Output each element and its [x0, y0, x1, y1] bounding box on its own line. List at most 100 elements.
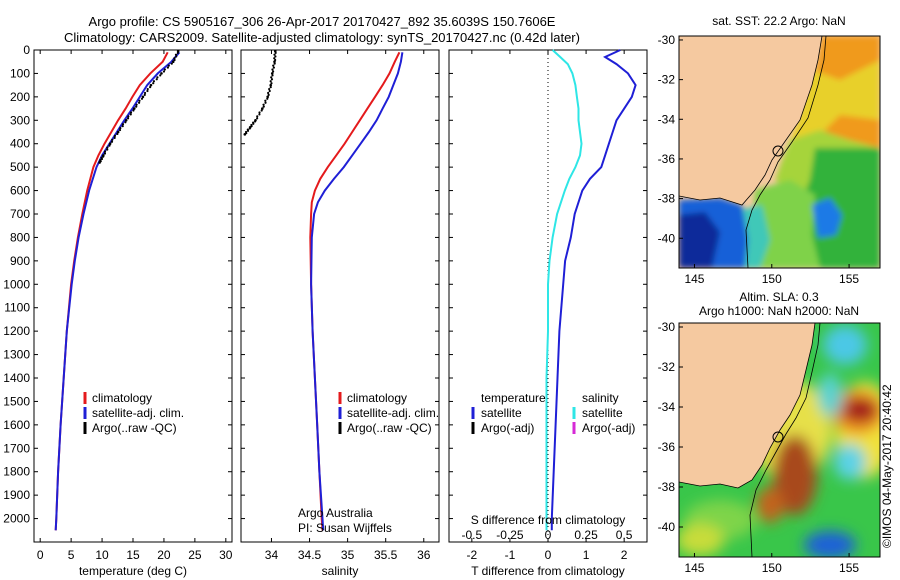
argo-point: [269, 80, 272, 83]
x-tick-label: 0: [545, 548, 552, 562]
sla-eddy-cyan-3: [834, 444, 866, 480]
s-tick-label: 0.5: [616, 528, 633, 542]
argo-point: [273, 60, 276, 64]
argo-point: [152, 82, 155, 85]
map-y-tick-label: -36: [658, 440, 676, 454]
argo-point: [126, 117, 130, 120]
argo-point: [254, 120, 257, 123]
y-tick-label: 2000: [3, 512, 30, 526]
x-tick-label: 35.5: [374, 548, 398, 562]
y-tick-label: 700: [10, 207, 30, 221]
sst-ocean-blue-cell: [812, 198, 842, 238]
sla-eddy-yellowgreen: [679, 524, 724, 556]
sla-map-frame: [678, 322, 881, 558]
legend-label-satellite: satellite-adj. clim.: [92, 406, 184, 420]
argo-point: [167, 64, 170, 67]
map-y-tick-label: -40: [658, 231, 676, 245]
argo-point: [166, 66, 169, 69]
argo-point: [267, 93, 270, 97]
argo-point: [135, 105, 138, 108]
legend-label-argo: Argo(..raw -QC): [92, 421, 177, 435]
y-tick-label: 900: [10, 254, 30, 268]
map-y-tick-label: -30: [658, 320, 676, 334]
argo-point: [116, 132, 119, 136]
sla-map-axes: 145 150 155 -30 -32 -34 -36 -38 -40: [658, 320, 860, 575]
argo-point: [258, 113, 261, 116]
argo-point: [143, 93, 146, 97]
y-tick-label: 1500: [3, 394, 30, 408]
sla-land-mainland: [679, 323, 815, 488]
map-y-tick-label: -34: [658, 112, 676, 126]
argo-point: [262, 103, 265, 106]
x-tick-label: -2: [467, 548, 478, 562]
argo-point: [137, 101, 141, 104]
difference-x-axis-label-T: T difference from climatology: [471, 564, 625, 578]
map-y-tick-label: -38: [658, 192, 676, 206]
argo-point: [156, 76, 159, 79]
sst-map-title: sat. SST: 22.2 Argo: NaN: [712, 14, 845, 28]
argo-point: [270, 76, 273, 79]
argo-point: [264, 101, 267, 104]
sst-coastline: [679, 36, 823, 206]
argo-point: [132, 107, 136, 110]
map-x-tick-label: 150: [762, 272, 782, 286]
argo-point: [102, 155, 105, 158]
sla-bathymetry-contour: [749, 323, 821, 557]
argo-point: [113, 134, 117, 138]
argo-point: [121, 125, 124, 128]
argo-point: [121, 123, 125, 126]
argo-point: [106, 148, 109, 151]
argo-point: [268, 87, 271, 91]
argo-point: [272, 70, 275, 73]
map-x-tick-label: 145: [684, 561, 704, 575]
legend-label-s-argo: Argo(-adj): [582, 421, 635, 435]
sla-eddy-brown-2: [756, 487, 784, 523]
x-tick-label: 15: [126, 548, 140, 562]
argo-point: [116, 130, 120, 134]
map-y-tick-label: -36: [658, 152, 676, 166]
argo-point: [163, 68, 166, 71]
x-tick-label: 34: [265, 548, 279, 562]
argo-point: [270, 72, 274, 75]
x-tick-label: 2: [621, 548, 628, 562]
y-tick-label: 1300: [3, 348, 30, 362]
sla-eddy-blue: [804, 531, 856, 557]
sst-bathymetry-contour: [745, 36, 827, 268]
temperature-x-axis-label: temperature (deg C): [79, 564, 187, 578]
x-tick-label: 34.5: [298, 548, 322, 562]
salinity-annotation-line2: PI: Susan Wijffels: [298, 521, 392, 535]
argo-point: [100, 157, 104, 161]
imos-timestamp: ©IMOS 04-May-2017 20:40:42: [880, 384, 894, 548]
y-tick-label: 1100: [4, 301, 30, 315]
y-tick-label: 400: [10, 137, 30, 151]
argo-point: [108, 142, 112, 146]
series-line-climatology: [309, 51, 401, 531]
y-tick-label: 100: [10, 66, 30, 80]
legend-label-argo: Argo(..raw -QC): [347, 421, 432, 435]
y-tick-label: 800: [10, 230, 30, 244]
x-tick-label: -1: [505, 548, 516, 562]
salinity-legend: climatology satellite-adj. clim. Argo(..…: [338, 391, 439, 435]
legend-label-climatology: climatology: [347, 391, 407, 405]
argo-point: [176, 51, 179, 55]
argo-point: [146, 89, 149, 93]
s-tick-label: -0.5: [462, 528, 483, 542]
y-tick-label: 600: [10, 184, 30, 198]
y-tick-label: 200: [10, 90, 30, 104]
y-tick-label: 0: [23, 43, 30, 57]
y-tick-label: 1000: [3, 277, 30, 291]
argo-point: [160, 72, 163, 75]
x-tick-label: 5: [68, 548, 75, 562]
s-tick-label: 0.25: [574, 528, 598, 542]
argo-point: [103, 150, 107, 153]
argo-point: [248, 127, 251, 130]
map-x-tick-label: 150: [762, 561, 782, 575]
argo-point: [175, 55, 178, 58]
map-y-tick-label: -34: [658, 400, 676, 414]
sla-coastline: [679, 323, 816, 489]
sla-eddy-cyan-1: [823, 325, 867, 365]
x-tick-label: 25: [188, 548, 202, 562]
argo-point: [243, 133, 247, 136]
argo-point: [261, 107, 264, 110]
argo-point: [152, 80, 156, 83]
